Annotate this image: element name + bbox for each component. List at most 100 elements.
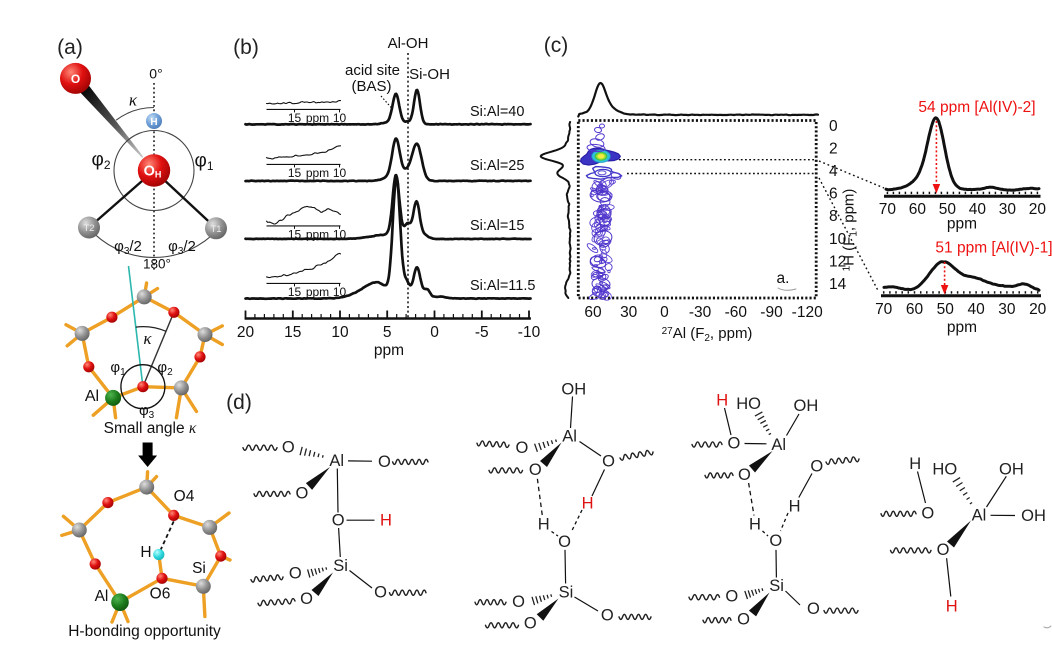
svg-text:OH: OH: [999, 460, 1024, 478]
svg-text:H: H: [582, 495, 594, 513]
svg-text:Al: Al: [562, 428, 577, 446]
svg-text:-90: -90: [760, 304, 783, 321]
svg-text:Si: Si: [333, 557, 348, 575]
svg-text:H: H: [716, 392, 728, 410]
svg-text:40: 40: [969, 201, 987, 218]
svg-text:H: H: [380, 512, 392, 530]
svg-text:H: H: [140, 544, 151, 561]
svg-text:54 ppm [Al(IV)-2]: 54 ppm [Al(IV)-2]: [918, 99, 1035, 116]
svg-text:15: 15: [284, 324, 301, 341]
svg-text:4: 4: [829, 163, 838, 180]
svg-text:ppm: ppm: [947, 216, 977, 233]
svg-text:-5: -5: [475, 324, 489, 341]
svg-text:O: O: [601, 606, 614, 624]
svg-text:(c): (c): [544, 34, 569, 57]
svg-text:O: O: [737, 610, 750, 628]
svg-text:H: H: [749, 516, 761, 534]
svg-text:Si: Si: [559, 583, 574, 601]
svg-text:70: 70: [879, 201, 897, 218]
svg-text:O: O: [727, 435, 740, 453]
svg-text:H: H: [909, 455, 921, 473]
svg-text:Si:Al=25: Si:Al=25: [470, 158, 524, 174]
svg-text:Al: Al: [95, 588, 109, 605]
svg-text:O: O: [529, 461, 542, 479]
svg-text:0: 0: [660, 304, 669, 321]
svg-text:O: O: [378, 453, 391, 471]
svg-text:30: 30: [998, 301, 1016, 318]
svg-text:10: 10: [333, 111, 347, 125]
svg-text:20: 20: [237, 324, 255, 341]
svg-text:κ: κ: [143, 329, 152, 348]
svg-text:O: O: [374, 584, 387, 602]
svg-text:H: H: [150, 117, 157, 128]
svg-text:Si:Al=15: Si:Al=15: [470, 218, 524, 234]
svg-text:40: 40: [967, 301, 985, 318]
svg-text:φ3/2: φ3/2: [114, 238, 142, 257]
svg-text:8: 8: [829, 208, 838, 225]
svg-text:O: O: [282, 438, 295, 456]
svg-text:-30: -30: [689, 304, 712, 321]
svg-text:O: O: [769, 532, 782, 550]
svg-text:ppm: ppm: [306, 285, 329, 299]
svg-text:O: O: [937, 541, 950, 559]
svg-text:O: O: [602, 453, 615, 471]
svg-text:30: 30: [620, 304, 638, 321]
svg-text:12: 12: [829, 253, 846, 270]
svg-text:O: O: [300, 590, 313, 608]
svg-text:1H (F1, ppm): 1H (F1, ppm): [841, 189, 860, 272]
svg-text:0: 0: [430, 324, 439, 341]
svg-text:60: 60: [584, 304, 602, 321]
svg-text:Si: Si: [192, 560, 206, 577]
svg-text:Al: Al: [329, 452, 344, 470]
svg-text:H: H: [946, 598, 958, 616]
svg-text:O: O: [332, 512, 345, 530]
svg-text:15: 15: [288, 111, 302, 125]
svg-text:H: H: [538, 516, 550, 534]
svg-text:15: 15: [288, 227, 302, 241]
svg-text:60: 60: [906, 301, 924, 318]
svg-text:51 ppm [Al(IV)-1]: 51 ppm [Al(IV)-1]: [935, 240, 1052, 257]
svg-text:50: 50: [939, 201, 957, 218]
svg-text:OH: OH: [794, 397, 819, 415]
svg-text:Si:Al=40: Si:Al=40: [470, 104, 524, 120]
svg-text:0°: 0°: [149, 66, 162, 82]
svg-text:H: H: [789, 498, 801, 516]
svg-text:60: 60: [909, 201, 927, 218]
svg-text:Si-OH: Si-OH: [409, 66, 450, 83]
svg-text:15: 15: [288, 285, 302, 299]
svg-text:Small angle κ: Small angle κ: [104, 420, 197, 437]
svg-text:O: O: [738, 466, 751, 484]
svg-text:O: O: [295, 485, 308, 503]
svg-text:(BAS): (BAS): [351, 78, 391, 95]
svg-text:(b): (b): [233, 36, 259, 59]
svg-text:10: 10: [331, 324, 349, 341]
svg-text:acid site: acid site: [345, 62, 400, 79]
svg-text:O: O: [71, 72, 80, 86]
svg-text:Al: Al: [972, 506, 987, 524]
svg-text:O4: O4: [174, 488, 195, 505]
svg-text:T1: T1: [210, 224, 221, 235]
svg-text:10: 10: [333, 285, 347, 299]
svg-text:ppm: ppm: [374, 342, 404, 359]
svg-text:O: O: [810, 458, 823, 476]
svg-text:-60: -60: [725, 304, 748, 321]
svg-text:O: O: [921, 504, 934, 522]
svg-text:ppm: ppm: [947, 319, 977, 336]
svg-text:ppm: ppm: [306, 166, 329, 180]
svg-text:φ3/2: φ3/2: [168, 238, 196, 257]
svg-text:30: 30: [999, 201, 1017, 218]
svg-text:O: O: [524, 615, 537, 633]
svg-text:20: 20: [1029, 201, 1047, 218]
svg-text:0: 0: [829, 118, 838, 135]
svg-text:Al: Al: [85, 388, 99, 405]
svg-text:O: O: [512, 593, 525, 611]
svg-text:(d): (d): [226, 391, 252, 414]
svg-text:O6: O6: [150, 586, 171, 603]
svg-text:6: 6: [829, 186, 838, 203]
svg-text:10: 10: [333, 166, 347, 180]
svg-text:10: 10: [829, 231, 847, 248]
svg-text:15: 15: [288, 166, 302, 180]
svg-text:Si:Al=11.5: Si:Al=11.5: [470, 278, 535, 294]
svg-text:180°: 180°: [143, 257, 171, 272]
svg-text:20: 20: [1029, 301, 1047, 318]
